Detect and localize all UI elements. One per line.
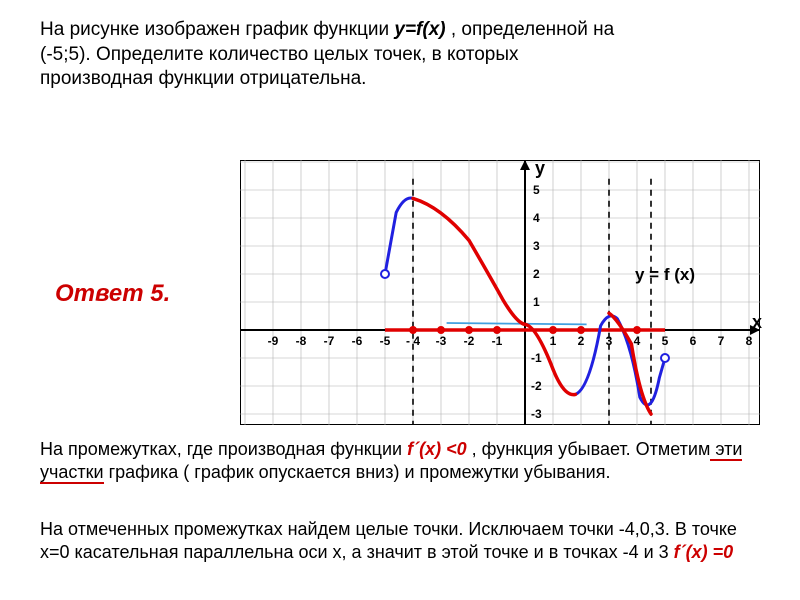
svg-text:3: 3	[533, 239, 540, 253]
svg-text:-5: -5	[380, 334, 391, 348]
svg-text:1: 1	[550, 334, 557, 348]
problem-line3: производная функции отрицательна.	[40, 68, 366, 89]
function-label: y = f (x)	[635, 265, 695, 285]
svg-text:1: 1	[533, 295, 540, 309]
chart-svg: -9-8-7-6-5- 4-3-2-11234567854321-1-2-3-4	[240, 160, 760, 425]
svg-text:2: 2	[578, 334, 585, 348]
svg-text:-2: -2	[464, 334, 475, 348]
exp2-a: На отмеченных промежутках найдем целые т…	[40, 519, 737, 562]
svg-text:-6: -6	[352, 334, 363, 348]
exp1-deriv: f´(x) <0	[407, 439, 467, 459]
x-axis-title: x	[752, 312, 762, 333]
problem-statement: На рисунке изображен график функции y=f(…	[40, 18, 760, 92]
problem-line1a: На рисунке изображен график функции	[40, 19, 394, 40]
explanation-2: На отмеченных промежутках найдем целые т…	[40, 518, 760, 563]
chart-container: -9-8-7-6-5- 4-3-2-11234567854321-1-2-3-4	[240, 160, 760, 425]
svg-text:-3: -3	[436, 334, 447, 348]
svg-text:-3: -3	[531, 407, 542, 421]
svg-text:4: 4	[634, 334, 641, 348]
exp1-b: , функция убывает. Отметим	[467, 439, 711, 459]
problem-func: y=f(x)	[394, 19, 445, 40]
answer-label: Ответ 5.	[55, 280, 170, 308]
problem-line2: (-5;5). Определите количество целых точе…	[40, 44, 519, 65]
svg-text:2: 2	[533, 267, 540, 281]
svg-text:-2: -2	[531, 379, 542, 393]
svg-text:4: 4	[533, 211, 540, 225]
svg-text:7: 7	[718, 334, 725, 348]
explanation-1: На промежутках, где производная функции …	[40, 438, 760, 483]
exp2-deriv: f´(x) =0	[674, 542, 734, 562]
y-axis-title: y	[535, 158, 545, 179]
svg-text:6: 6	[690, 334, 697, 348]
svg-text:-8: -8	[296, 334, 307, 348]
exp1-a: На промежутках, где производная функции	[40, 439, 407, 459]
svg-text:5: 5	[662, 334, 669, 348]
svg-text:-1: -1	[492, 334, 503, 348]
svg-text:3: 3	[606, 334, 613, 348]
problem-line1b: , определенной на	[446, 19, 615, 40]
svg-text:-1: -1	[531, 351, 542, 365]
svg-text:5: 5	[533, 183, 540, 197]
svg-text:8: 8	[746, 334, 753, 348]
svg-text:-9: -9	[268, 334, 279, 348]
svg-text:-7: -7	[324, 334, 335, 348]
exp1-c: графика ( график опускается вниз) и пром…	[104, 462, 611, 482]
svg-text:- 4: - 4	[406, 334, 420, 348]
